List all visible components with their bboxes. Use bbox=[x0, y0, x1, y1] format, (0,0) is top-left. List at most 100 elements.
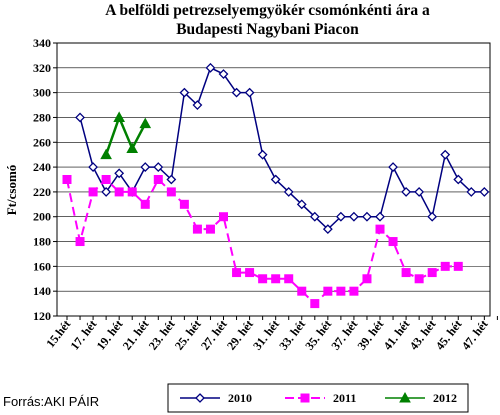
data-point-2011-week-15 bbox=[62, 175, 72, 184]
data-point-2011-week-28 bbox=[232, 268, 242, 278]
series-2012 bbox=[100, 111, 152, 160]
data-point-2010-week-42 bbox=[414, 186, 425, 197]
data-point-2011-week-23 bbox=[166, 187, 176, 197]
x-tick-label: 33. hét bbox=[276, 317, 308, 352]
data-point-2010-week-37 bbox=[349, 211, 359, 222]
series-2011 bbox=[62, 175, 463, 309]
data-point-2011-week-40 bbox=[388, 237, 398, 247]
data-point-2011-week-42 bbox=[414, 274, 424, 284]
data-point-2011-week-38 bbox=[362, 274, 372, 284]
y-tick-label: 340 bbox=[33, 36, 51, 50]
data-point-2011-week-24 bbox=[179, 199, 189, 209]
y-axis: 120 140 160 180 200 220 240 260 280 300 320 340 bbox=[33, 36, 57, 323]
data-point-2011-week-45 bbox=[453, 261, 463, 271]
legend-label-2011: 2011 bbox=[333, 391, 356, 405]
x-tick-label: 27. hét bbox=[198, 317, 230, 352]
data-point-2010-week-33 bbox=[296, 199, 307, 210]
data-point-2010-week-47 bbox=[479, 186, 490, 197]
y-tick-label: 320 bbox=[33, 61, 51, 75]
data-point-2011-week-35 bbox=[323, 286, 333, 296]
x-tick-label: 47. hét bbox=[459, 317, 491, 352]
series-2010 bbox=[75, 62, 490, 235]
source-note: Forrás:AKI PÁIR bbox=[3, 394, 100, 409]
x-tick-label: 39. hét bbox=[354, 317, 386, 352]
data-point-2010-week-29 bbox=[244, 87, 255, 98]
y-tick-label: 300 bbox=[33, 86, 51, 100]
data-point-2012-week-18 bbox=[100, 148, 112, 160]
data-point-2011-week-25 bbox=[192, 224, 202, 234]
data-point-2011-week-41 bbox=[401, 268, 411, 278]
data-point-2011-week-20 bbox=[127, 187, 137, 197]
x-tick-label: 37. hét bbox=[328, 317, 360, 352]
data-point-2010-week-41 bbox=[401, 186, 412, 197]
x-tick-label: 25. hét bbox=[172, 317, 204, 352]
x-tick-label: 19. hét bbox=[94, 317, 126, 352]
x-tick-label: 29. hét bbox=[224, 317, 256, 352]
x-tick-label: 43. hét bbox=[407, 317, 439, 352]
data-point-2011-week-31 bbox=[271, 274, 281, 284]
data-point-2010-week-36 bbox=[335, 211, 346, 222]
data-point-2010-week-45 bbox=[453, 174, 464, 185]
chart-title-line-2: Budapesti Nagybani Piacon bbox=[176, 21, 359, 38]
y-tick-label: 280 bbox=[33, 110, 51, 124]
data-point-2011-week-32 bbox=[284, 274, 294, 284]
data-point-2010-week-25 bbox=[192, 100, 203, 110]
legend-label-2012: 2012 bbox=[433, 391, 457, 405]
data-point-2012-week-21 bbox=[139, 117, 152, 129]
data-point-2011-week-43 bbox=[427, 268, 437, 278]
data-point-2011-week-17 bbox=[88, 187, 98, 197]
y-tick-label: 120 bbox=[33, 309, 51, 323]
data-point-2010-week-17 bbox=[88, 162, 99, 173]
legend-marker-2010 bbox=[195, 393, 205, 403]
data-point-2010-week-44 bbox=[440, 149, 451, 160]
data-point-2011-week-22 bbox=[153, 175, 163, 184]
data-point-2010-week-16 bbox=[75, 112, 85, 123]
series-group bbox=[62, 62, 490, 309]
legend-marker-2012 bbox=[399, 391, 411, 403]
data-point-2010-week-24 bbox=[179, 87, 190, 98]
data-point-2010-week-39 bbox=[375, 211, 385, 222]
data-point-2010-week-28 bbox=[231, 87, 242, 98]
data-point-2011-week-37 bbox=[349, 286, 359, 296]
y-tick-label: 160 bbox=[33, 259, 51, 273]
data-point-2011-week-29 bbox=[245, 268, 255, 278]
data-point-2011-week-44 bbox=[440, 261, 450, 271]
data-point-2011-week-27 bbox=[219, 212, 229, 222]
data-point-2010-week-38 bbox=[362, 211, 372, 222]
x-tick-label: 41. hét bbox=[380, 317, 412, 352]
grid-lines bbox=[57, 67, 490, 292]
data-point-2011-week-26 bbox=[205, 224, 215, 234]
chart-title-line-1: A belföldi petrezselyemgyökér csomónként… bbox=[105, 2, 430, 19]
data-point-2010-week-32 bbox=[283, 186, 294, 197]
y-tick-label: 180 bbox=[33, 235, 51, 249]
data-point-2010-week-34 bbox=[309, 211, 320, 222]
data-point-2011-week-18 bbox=[101, 175, 111, 184]
data-point-2011-week-36 bbox=[336, 286, 346, 296]
y-tick-label: 200 bbox=[33, 210, 51, 224]
x-tick-label: 17. hét bbox=[67, 317, 99, 352]
data-point-2010-week-35 bbox=[322, 224, 333, 235]
data-point-2011-week-39 bbox=[375, 224, 385, 234]
data-point-2011-week-21 bbox=[140, 199, 150, 209]
data-point-2010-week-23 bbox=[166, 174, 177, 185]
data-point-2010-week-22 bbox=[153, 162, 164, 173]
data-point-2011-week-19 bbox=[114, 187, 124, 197]
data-point-2012-week-19 bbox=[113, 111, 126, 122]
data-point-2010-week-18 bbox=[101, 186, 112, 197]
data-point-2010-week-46 bbox=[466, 186, 477, 197]
y-tick-label: 240 bbox=[33, 160, 51, 174]
data-point-2010-week-40 bbox=[388, 162, 398, 173]
chart-title: A belföldi petrezselyemgyökér csomónként… bbox=[40, 1, 495, 39]
series-line-2010 bbox=[79, 66, 485, 231]
x-tick-label: 45. hét bbox=[433, 317, 465, 352]
plot-area bbox=[56, 42, 491, 317]
data-point-2010-week-26 bbox=[205, 62, 216, 73]
y-tick-label: 260 bbox=[33, 135, 51, 149]
y-tick-label: 220 bbox=[33, 185, 51, 199]
data-point-2011-week-30 bbox=[258, 274, 268, 284]
legend-marker-2011 bbox=[300, 393, 310, 403]
data-point-2011-week-34 bbox=[310, 299, 320, 309]
x-tick-label: 31. hét bbox=[250, 317, 282, 352]
